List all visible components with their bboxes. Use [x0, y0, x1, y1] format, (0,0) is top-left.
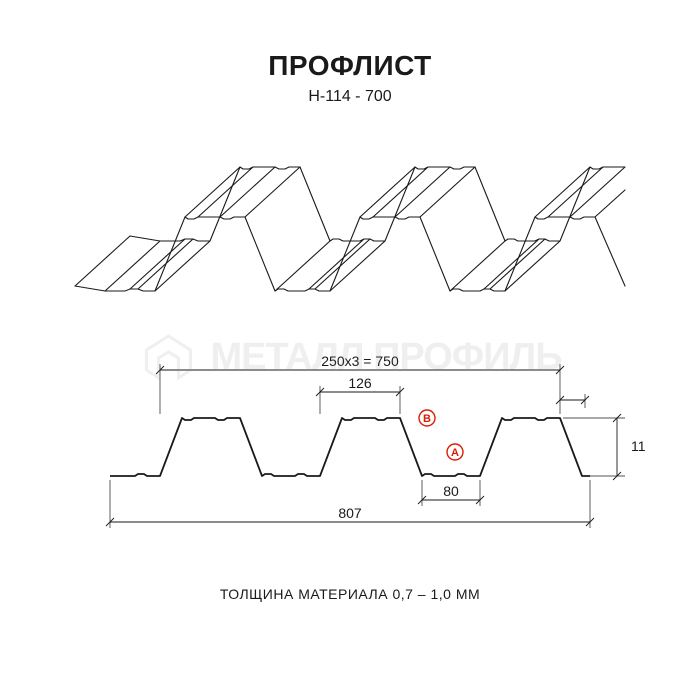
- thickness-label: ТОЛЩИНА МАТЕРИАЛА 0,7 – 1,0 ММ: [220, 586, 480, 602]
- dim-full-width: 807: [338, 505, 362, 521]
- product-title: ПРОФЛИСТ: [268, 50, 431, 82]
- profile-3d-drawing: [70, 141, 630, 311]
- dim-height: 114: [631, 438, 645, 454]
- marker-b: B: [419, 410, 435, 426]
- profile-section-drawing: 250х3 = 750 126 80 807 114 B A: [55, 346, 645, 546]
- dim-top-width: 126: [348, 375, 372, 391]
- dim-gap: 80: [443, 483, 459, 499]
- dim-top-total: 250х3 = 750: [321, 353, 399, 369]
- svg-text:B: B: [423, 413, 431, 425]
- svg-text:A: A: [451, 447, 459, 459]
- product-code: Н-114 - 700: [308, 88, 391, 106]
- marker-a: A: [447, 444, 463, 460]
